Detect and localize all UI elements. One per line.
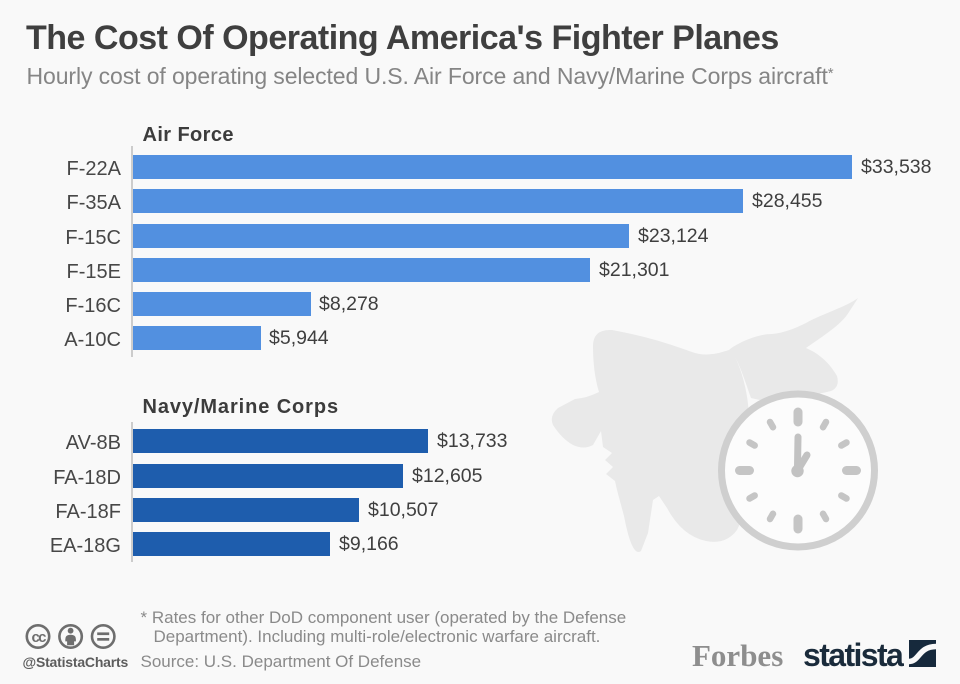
svg-text:cc: cc — [31, 629, 46, 646]
